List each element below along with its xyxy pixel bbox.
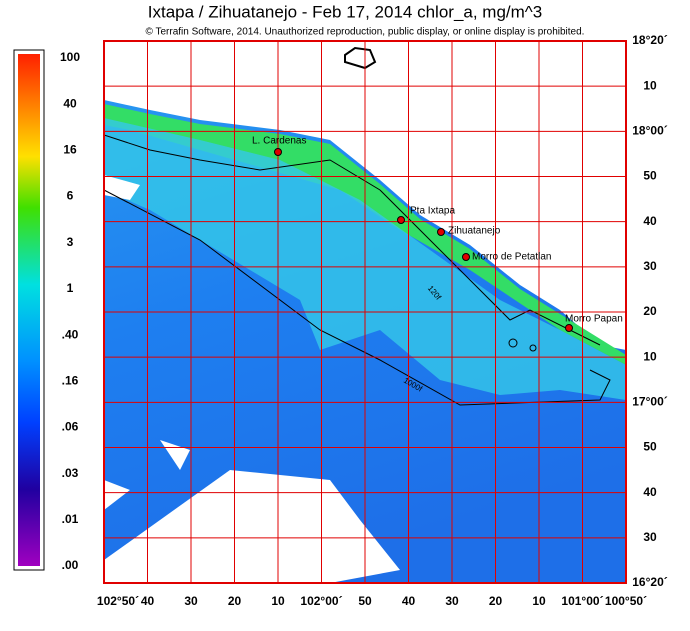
place-label: L. Cardenas [252,136,306,147]
longitude-label: 102°50´ [97,594,139,608]
latitude-label: 20 [643,304,657,318]
latitude-label: 18°20´ [632,33,668,47]
longitude-label: 30 [184,594,198,608]
colorbar-label: .40 [62,327,79,341]
colorbar-label: 40 [63,96,77,110]
longitude-label: 101°00´ [561,594,603,608]
longitude-label: 20 [489,594,503,608]
colorbar-label: .01 [62,512,79,526]
colorbar-label: .03 [62,466,79,480]
latitude-label: 18°00´ [632,124,668,138]
colorbar-label: 16 [63,143,77,157]
longitude-label: 102°00´ [300,594,342,608]
map-frame [103,40,627,584]
colorbar-label: .16 [62,373,79,387]
latitude-label: 17°00´ [632,395,668,409]
longitude-label: 20 [228,594,242,608]
colorbar-label: .06 [62,420,79,434]
title: Ixtapa / Zihuatanejo - Feb 17, 2014 chlo… [148,2,542,21]
colorbar-label: 100 [60,50,80,64]
place-label: Morro Papan [565,314,623,325]
place-marker [437,228,445,236]
place-label: Morro de Petatlan [472,252,552,263]
colorbar-label: 1 [67,281,74,295]
latitude-label: 16°20´ [632,575,668,589]
longitude-label: 50 [358,594,372,608]
longitude-label: 30 [445,594,459,608]
place-label: Zihuatanejo [448,226,501,237]
place-marker [565,324,573,332]
latitude-label: 10 [643,349,657,363]
place-marker [462,253,470,261]
colorbar-label: .00 [62,558,79,572]
colorbar-label: 3 [67,235,74,249]
longitude-label: 100°50´ [605,594,647,608]
colorbar [18,54,40,566]
longitude-label: 40 [402,594,416,608]
place-marker [397,216,405,224]
colorbar-label: 6 [67,189,74,203]
longitude-label: 10 [271,594,285,608]
latitude-label: 30 [643,259,657,273]
latitude-label: 40 [643,485,657,499]
subtitle: © Terrafin Software, 2014. Unauthorized … [146,27,585,38]
place-label: Pta Ixtapa [410,206,455,217]
latitude-label: 50 [643,440,657,454]
latitude-label: 30 [643,530,657,544]
latitude-label: 40 [643,214,657,228]
place-marker [274,148,282,156]
longitude-label: 40 [141,594,155,608]
latitude-label: 50 [643,169,657,183]
longitude-label: 10 [532,594,546,608]
latitude-label: 10 [643,78,657,92]
